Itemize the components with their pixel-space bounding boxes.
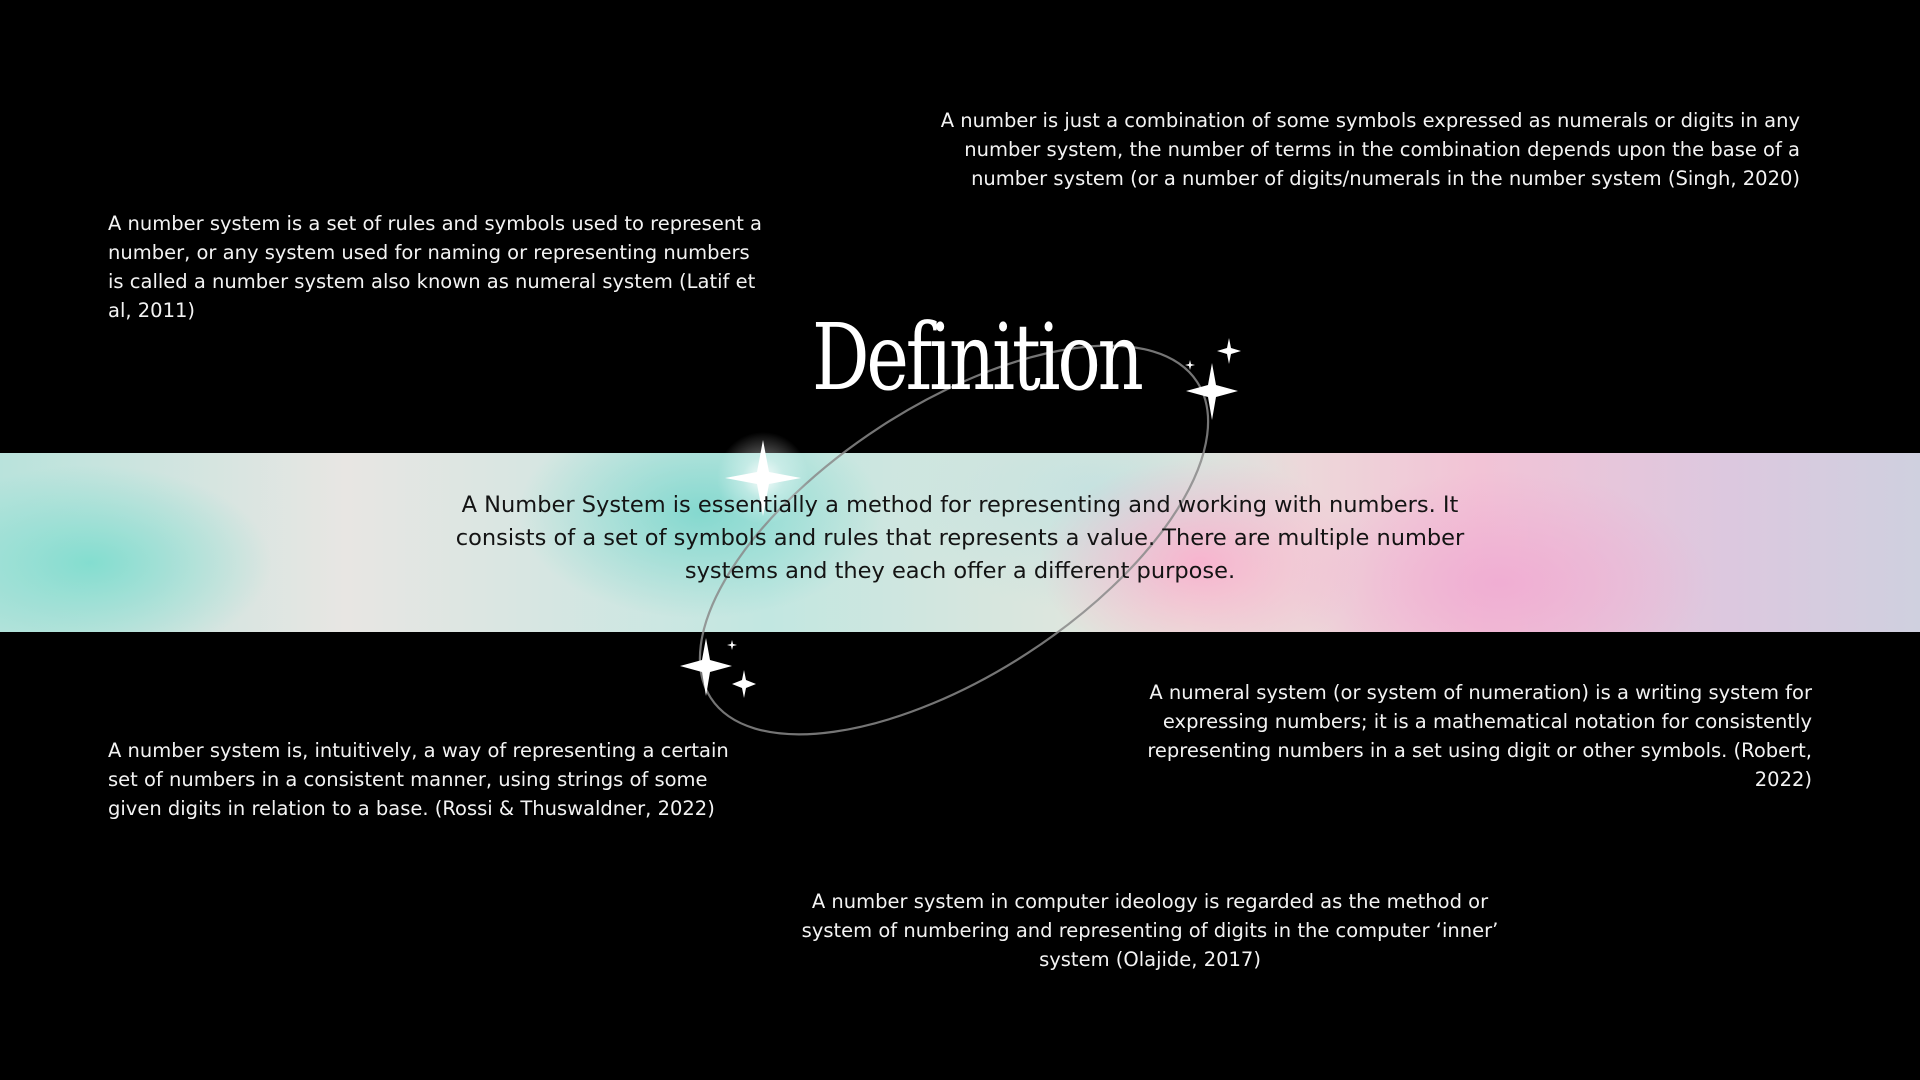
sparkle-icon (680, 638, 756, 698)
sparkle-icon (1185, 338, 1241, 420)
definition-top-left: A number system is a set of rules and sy… (108, 212, 762, 322)
definition-bottom-right: A numeral system (or system of numeratio… (1147, 681, 1812, 791)
page-title: Definition (812, 304, 1144, 411)
definition-bottom-center: A number system in computer ideology is … (801, 890, 1499, 971)
main-statement: A Number System is essentially a method … (455, 492, 1465, 584)
definition-bottom-left: A number system is, intuitively, a way o… (108, 739, 729, 820)
definition-top-right: A number is just a combination of some s… (940, 109, 1800, 190)
